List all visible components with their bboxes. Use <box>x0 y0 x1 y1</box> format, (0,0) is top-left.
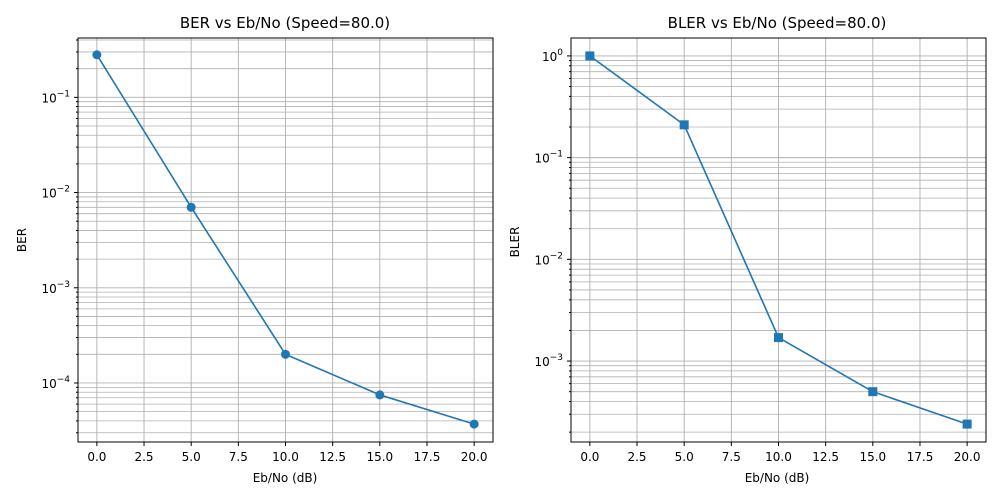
ber-y-tick-label: 10−4 <box>41 375 70 391</box>
ber-x-tick-label: 0.0 <box>87 450 106 464</box>
ber-y-tick-label: 10−1 <box>41 89 70 105</box>
ber-data-point <box>186 202 196 212</box>
ber-chart: BER vs Eb/No (Speed=80.0) Eb/No (dB) BER… <box>15 14 494 485</box>
ber-x-tick-label: 5.0 <box>182 450 201 464</box>
ber-x-tick-label: 15.0 <box>366 450 393 464</box>
bler-y-tick-label: 10−2 <box>534 251 563 267</box>
bler-data-point <box>774 333 783 343</box>
bler-data-point <box>679 120 689 130</box>
bler-data-point <box>962 419 972 429</box>
ber-chart-title: BER vs Eb/No (Speed=80.0) <box>180 14 390 32</box>
ber-y-tick-label: 10−2 <box>41 185 70 201</box>
bler-x-axis-label: Eb/No (dB) <box>745 471 810 485</box>
bler-y-tick-base: 10 <box>534 152 549 166</box>
ber-x-tick-label: 2.5 <box>134 450 153 464</box>
bler-y-tick-exponent: −3 <box>550 353 563 363</box>
ber-x-tick-label: 12.5 <box>319 450 346 464</box>
bler-x-tick-label: 10.0 <box>765 450 792 464</box>
bler-y-tick-label: 10−3 <box>534 353 563 369</box>
bler-x-tick-label: 15.0 <box>859 450 886 464</box>
bler-y-tick-base: 10 <box>534 253 549 267</box>
ber-x-tick-label: 20.0 <box>461 450 488 464</box>
bler-y-tick-base: 10 <box>534 355 549 369</box>
ber-y-tick-exponent: −1 <box>57 89 70 99</box>
ber-y-tick-label: 10−3 <box>41 280 70 296</box>
ber-data-point <box>375 390 385 400</box>
ber-x-tick-label: 17.5 <box>414 450 441 464</box>
bler-axes-frame <box>570 37 987 443</box>
ber-data-point <box>469 419 479 429</box>
bler-y-tick-exponent: 0 <box>557 48 563 58</box>
ber-y-tick-exponent: −4 <box>57 375 71 385</box>
bler-x-tick-label: 12.5 <box>812 450 839 464</box>
bler-data-point <box>585 51 595 61</box>
bler-x-tick-label: 17.5 <box>907 450 934 464</box>
bler-x-tick-label: 7.5 <box>722 450 741 464</box>
ber-y-axis-label: BER <box>15 228 29 252</box>
bler-chart-title: BLER vs Eb/No (Speed=80.0) <box>668 14 887 32</box>
bler-data-point <box>868 387 878 397</box>
bler-x-tick-label: 0.0 <box>580 450 599 464</box>
bler-y-tick-exponent: −2 <box>550 251 563 261</box>
bler-y-tick-base: 10 <box>542 50 557 64</box>
ber-axes-frame <box>77 37 494 443</box>
ber-y-tick-base: 10 <box>41 377 56 391</box>
ber-x-axis-label: Eb/No (dB) <box>253 471 318 485</box>
bler-y-tick-label: 100 <box>542 48 563 64</box>
ber-x-tick-label: 7.5 <box>229 450 248 464</box>
bler-y-axis-label: BLER <box>508 227 522 258</box>
ber-y-tick-base: 10 <box>41 91 56 105</box>
ber-data-point <box>92 50 102 60</box>
bler-y-tick-exponent: −1 <box>550 150 563 160</box>
bler-x-tick-label: 2.5 <box>627 450 646 464</box>
ber-gridlines <box>78 38 493 442</box>
bler-y-tick-label: 10−1 <box>534 150 563 166</box>
bler-chart: BLER vs Eb/No (Speed=80.0) Eb/No (dB) BL… <box>508 14 987 485</box>
bler-x-tick-label: 5.0 <box>675 450 694 464</box>
ber-y-tick-exponent: −3 <box>57 280 70 290</box>
ber-y-tick-base: 10 <box>41 187 56 201</box>
ber-y-tick-base: 10 <box>41 282 56 296</box>
bler-gridlines <box>571 38 986 442</box>
ber-y-tick-exponent: −2 <box>57 185 70 195</box>
ber-x-tick-label: 10.0 <box>272 450 299 464</box>
ber-data-point <box>281 349 290 359</box>
bler-x-tick-label: 20.0 <box>954 450 981 464</box>
